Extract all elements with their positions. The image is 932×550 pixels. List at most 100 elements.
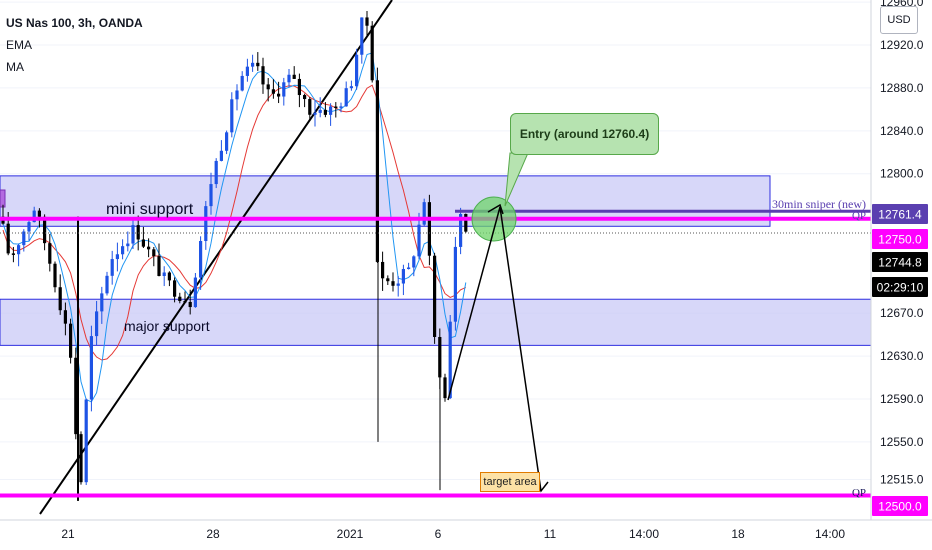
candle-body: [391, 281, 395, 286]
candle-body: [427, 202, 431, 256]
candle-body: [32, 210, 36, 223]
zone-edge-marker: [0, 189, 6, 208]
zone-labels: mini support major support 30min sniper (n…: [106, 197, 866, 499]
candle-body: [199, 240, 203, 278]
candle-body: [251, 62, 255, 67]
candle-body: [329, 106, 333, 115]
candle-body: [386, 278, 390, 282]
candle-body: [235, 90, 239, 100]
y-tick-label: 12880.0: [880, 81, 924, 95]
target-area-label: target area: [480, 472, 540, 492]
candle-body: [162, 272, 166, 276]
price-tag-text: 12500.0: [878, 500, 922, 514]
candle-body: [365, 17, 369, 26]
entry-circle: [471, 196, 517, 242]
sniper-line-label: 30min sniper (new): [772, 197, 866, 211]
candle-body: [53, 263, 57, 288]
candle-body: [43, 216, 47, 244]
candle-body: [204, 206, 208, 241]
qp-label-lower: QP: [852, 487, 866, 499]
candle-body: [292, 74, 296, 79]
candle-body: [69, 323, 73, 358]
candle-body: [459, 213, 463, 247]
x-tick-label: 14:00: [815, 527, 845, 541]
candle-body: [126, 243, 130, 247]
candle-body: [396, 283, 400, 286]
x-tick-label: 18: [731, 527, 745, 541]
candle-body: [74, 357, 78, 435]
x-tick-label: 11: [544, 527, 557, 541]
price-tag-box: [872, 277, 928, 297]
candle-body: [245, 66, 249, 76]
candle-body: [412, 256, 416, 268]
candle-body: [360, 17, 364, 55]
indicator-ma[interactable]: MA: [6, 60, 24, 74]
candle-body: [22, 231, 26, 246]
time-axis[interactable]: 21 28 2021 6 11 14:00 18 14:00: [61, 527, 845, 541]
indicator-ema[interactable]: EMA: [6, 38, 33, 52]
candle-body: [318, 109, 322, 113]
candle-body: [214, 160, 218, 185]
y-tick-label: 12800.0: [880, 167, 924, 181]
candle-body: [297, 78, 301, 96]
candle-body: [381, 261, 385, 279]
candle-body: [417, 224, 421, 257]
candle-body: [225, 132, 229, 151]
candle-body: [261, 66, 265, 85]
mini-support-label: mini support: [106, 201, 194, 218]
x-tick-label: 28: [206, 527, 220, 541]
ema-line: [2, 84, 467, 361]
price-tag-box: [872, 229, 928, 249]
price-tag-box: [872, 252, 928, 272]
price-tag-text: 12744.8: [878, 256, 922, 270]
candle-body: [167, 272, 171, 281]
price-axis[interactable]: 12960.0 12920.0 12880.0 12840.0 12800.0 12670…: [880, 0, 924, 486]
currency-button[interactable]: USD: [880, 6, 918, 34]
candle-body: [6, 223, 10, 254]
moving-averages: [2, 52, 467, 403]
candle-body: [433, 255, 437, 337]
candle-body: [282, 82, 286, 97]
candle-body: [105, 275, 109, 294]
price-labels: 12761.4 12750.0 12744.8 02:29:10 12500.0: [872, 204, 928, 516]
candle-body: [344, 88, 348, 107]
candle-body: [401, 269, 405, 284]
x-tick-label: 14:00: [629, 527, 659, 541]
candle-body: [313, 112, 317, 115]
trendline: [39, 0, 393, 515]
x-tick-label: 2021: [337, 527, 364, 541]
major-support-label: major support: [124, 318, 210, 334]
x-tick-label: 21: [61, 527, 75, 541]
candle-body: [277, 93, 281, 97]
candle-body: [183, 300, 187, 303]
candle-body: [193, 277, 197, 308]
x-tick-label: 6: [435, 527, 442, 541]
symbol-title[interactable]: US Nas 100, 3h, OANDA: [6, 16, 143, 30]
candle-body: [370, 25, 374, 81]
candle-body: [453, 246, 457, 322]
candle-body: [27, 222, 31, 232]
y-tick-label: 12590.0: [880, 392, 924, 406]
y-tick-label: 12670.0: [880, 306, 924, 320]
candle-body: [464, 213, 468, 232]
candle-body: [173, 280, 177, 297]
candle-body: [37, 210, 41, 217]
price-tag-text: 12750.0: [878, 233, 922, 247]
projection-drawings: [447, 152, 549, 493]
candle-body: [188, 301, 192, 308]
candle-body: [178, 296, 182, 301]
candle-body: [147, 246, 151, 250]
price-tag-box: [872, 204, 928, 224]
candlesticks: [1, 10, 468, 501]
candle-body: [131, 225, 135, 244]
candle-body: [256, 62, 260, 67]
qp-label-upper: QP: [852, 210, 866, 222]
candle-body: [355, 54, 359, 87]
arrowhead-up: [487, 203, 504, 215]
candle-body: [58, 287, 62, 311]
price-tag-text: 12761.4: [878, 208, 922, 222]
symbol-legend: US Nas 100, 3h, OANDA EMA MA: [6, 12, 143, 78]
candle-body: [349, 86, 353, 89]
